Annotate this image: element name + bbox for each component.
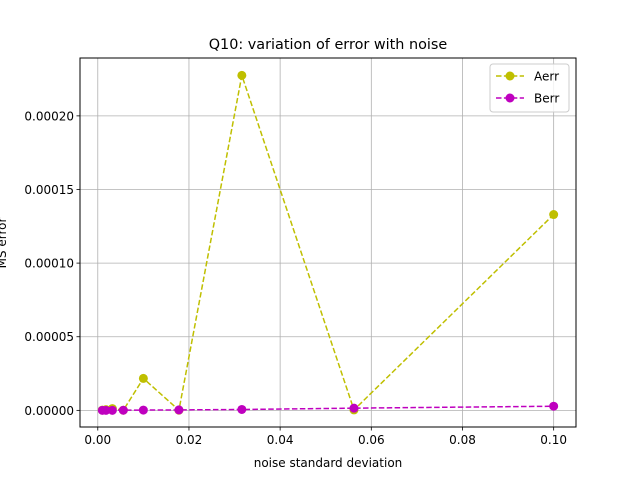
y-tick-label: 0.00000 [24, 404, 74, 418]
legend-marker [505, 93, 515, 103]
data-point [549, 210, 559, 220]
x-axis-label: noise standard deviation [254, 456, 403, 470]
data-point [107, 405, 117, 415]
legend-marker [505, 71, 515, 81]
data-point [138, 373, 148, 383]
ticks: 0.00 0.02 0.04 0.06 0.08 0.10 0.00000 0.00005 0.… [24, 109, 567, 447]
y-tick-label: 0.00010 [24, 257, 74, 271]
y-tick-label: 0.00005 [24, 330, 74, 344]
x-tick-label: 0.00 [84, 433, 111, 447]
legend-label: Berr [534, 92, 559, 106]
data-point [138, 405, 148, 415]
legend-item: Aerr [496, 70, 559, 84]
chart-title: Q10: variation of error with noise [209, 37, 448, 53]
legend-item: Berr [496, 92, 559, 106]
series-berr [97, 401, 559, 415]
data-point [118, 405, 128, 415]
series-layer [97, 70, 559, 415]
y-tick-label: 0.00020 [24, 109, 74, 123]
grid [80, 58, 576, 427]
axes-frame [79, 57, 577, 428]
y-axis-label: MS error [0, 218, 9, 269]
data-point [349, 403, 359, 413]
data-point [549, 401, 559, 411]
x-tick-label: 0.08 [449, 433, 476, 447]
x-tick-label: 0.02 [176, 433, 203, 447]
legend: Aerr Berr [489, 63, 570, 113]
y-tick-label: 0.00015 [24, 183, 74, 197]
data-point [237, 70, 247, 80]
legend-label: Aerr [534, 70, 559, 84]
data-point [174, 405, 184, 415]
data-point [101, 405, 111, 415]
x-tick-label: 0.10 [540, 433, 567, 447]
x-tick-label: 0.04 [267, 433, 294, 447]
data-point [237, 404, 247, 414]
x-tick-label: 0.06 [358, 433, 385, 447]
